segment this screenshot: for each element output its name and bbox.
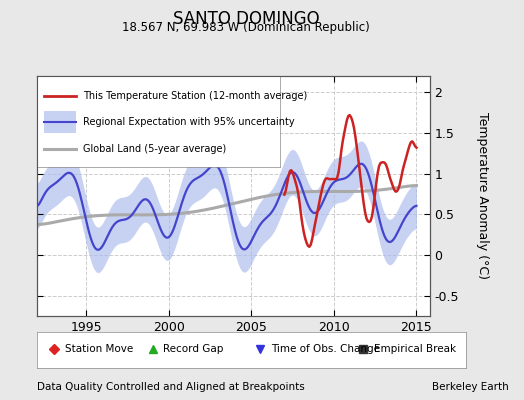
- Text: Time of Obs. Change: Time of Obs. Change: [271, 344, 380, 354]
- Text: Station Move: Station Move: [64, 344, 133, 354]
- Text: Berkeley Earth: Berkeley Earth: [432, 382, 508, 392]
- Text: Data Quality Controlled and Aligned at Breakpoints: Data Quality Controlled and Aligned at B…: [37, 382, 304, 392]
- Text: SANTO DOMINGO: SANTO DOMINGO: [173, 10, 320, 28]
- Text: 18.567 N, 69.983 W (Dominican Republic): 18.567 N, 69.983 W (Dominican Republic): [123, 21, 370, 34]
- Y-axis label: Temperature Anomaly (°C): Temperature Anomaly (°C): [476, 112, 489, 280]
- Text: Empirical Break: Empirical Break: [374, 344, 456, 354]
- Text: Record Gap: Record Gap: [163, 344, 224, 354]
